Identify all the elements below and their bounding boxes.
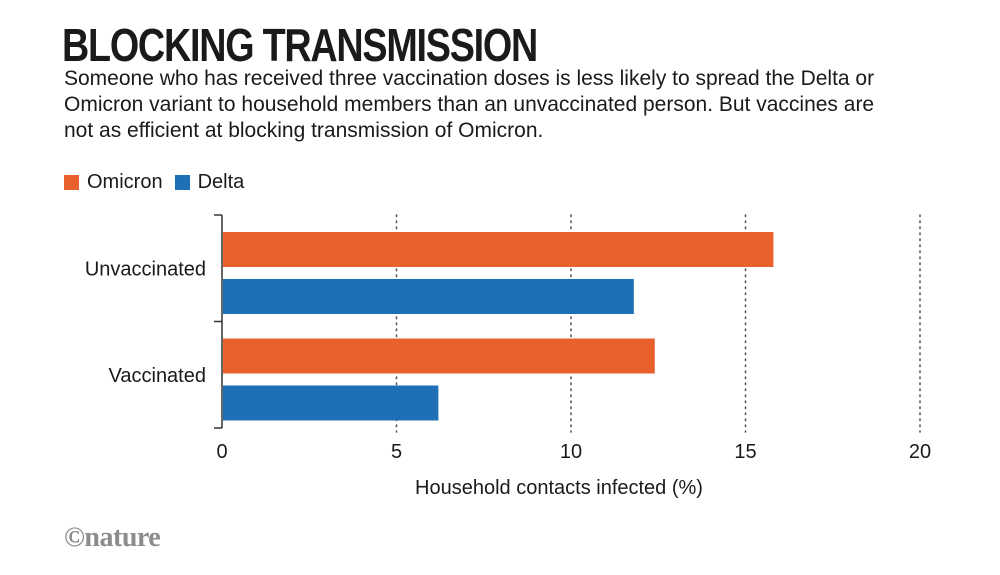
legend-item-delta: Delta xyxy=(174,171,245,194)
legend-label-omicron: Omicron xyxy=(87,171,163,193)
legend-swatch-omicron xyxy=(64,175,79,190)
bar-vaccinated-delta xyxy=(223,385,439,421)
x-tick-label-5: 5 xyxy=(391,441,402,463)
bar-unvaccinated-omicron xyxy=(223,232,774,267)
x-tick-label-20: 20 xyxy=(909,441,931,463)
legend: Omicron Delta xyxy=(64,171,256,194)
x-tick-label-10: 10 xyxy=(560,441,582,463)
bar-unvaccinated-delta xyxy=(223,279,634,314)
nature-logo: ©nature xyxy=(64,522,161,553)
legend-label-delta: Delta xyxy=(197,171,245,193)
chart-title: BLOCKING TRANSMISSION xyxy=(62,19,538,71)
category-label-unvaccinated: Unvaccinated xyxy=(85,258,206,280)
category-label-vaccinated: Vaccinated xyxy=(109,365,206,387)
legend-swatch-delta xyxy=(174,175,190,190)
chart-subtitle: Someone who has received three vaccinati… xyxy=(64,67,875,142)
x-axis-label: Household contacts infected (%) xyxy=(415,477,703,499)
x-tick-label-15: 15 xyxy=(734,441,756,463)
bar-vaccinated-omicron xyxy=(223,338,655,374)
legend-item-omicron: Omicron xyxy=(64,171,163,194)
x-tick-label-0: 0 xyxy=(216,441,227,463)
